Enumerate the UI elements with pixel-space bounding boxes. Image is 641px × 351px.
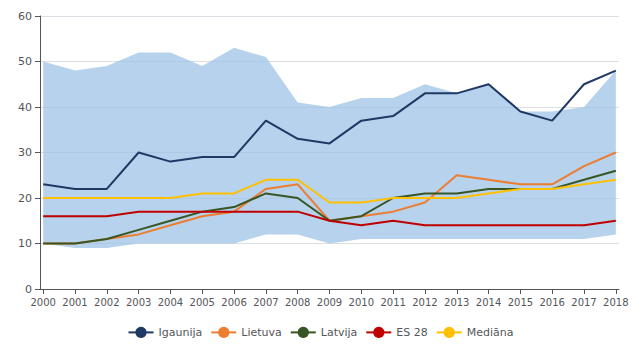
svg-text:60: 60 xyxy=(18,10,32,23)
svg-text:2005: 2005 xyxy=(190,297,215,308)
svg-text:2014: 2014 xyxy=(476,297,501,308)
svg-text:2001: 2001 xyxy=(62,297,87,308)
svg-text:2009: 2009 xyxy=(317,297,342,308)
svg-text:Lietuva: Lietuva xyxy=(241,326,281,339)
svg-text:2007: 2007 xyxy=(253,297,278,308)
svg-text:50: 50 xyxy=(18,55,32,68)
svg-text:2008: 2008 xyxy=(285,297,310,308)
svg-text:2018: 2018 xyxy=(603,297,628,308)
svg-text:2016: 2016 xyxy=(539,297,564,308)
svg-text:2004: 2004 xyxy=(158,297,183,308)
svg-text:30: 30 xyxy=(18,146,32,159)
svg-text:2006: 2006 xyxy=(221,297,246,308)
svg-text:10: 10 xyxy=(18,237,32,250)
svg-text:2003: 2003 xyxy=(126,297,151,308)
svg-text:2013: 2013 xyxy=(444,297,469,308)
svg-text:2010: 2010 xyxy=(349,297,374,308)
svg-text:40: 40 xyxy=(18,101,32,114)
svg-text:2000: 2000 xyxy=(30,297,55,308)
svg-text:2015: 2015 xyxy=(508,297,533,308)
svg-text:Igaunija: Igaunija xyxy=(159,326,203,339)
svg-text:Latvija: Latvija xyxy=(321,326,358,339)
svg-text:ES 28: ES 28 xyxy=(396,326,427,339)
svg-text:0: 0 xyxy=(25,283,32,296)
svg-text:Mediāna: Mediāna xyxy=(467,326,514,339)
svg-text:20: 20 xyxy=(18,192,32,205)
svg-text:2012: 2012 xyxy=(412,297,437,308)
svg-text:2002: 2002 xyxy=(94,297,119,308)
svg-text:2017: 2017 xyxy=(571,297,596,308)
svg-text:2011: 2011 xyxy=(380,297,405,308)
